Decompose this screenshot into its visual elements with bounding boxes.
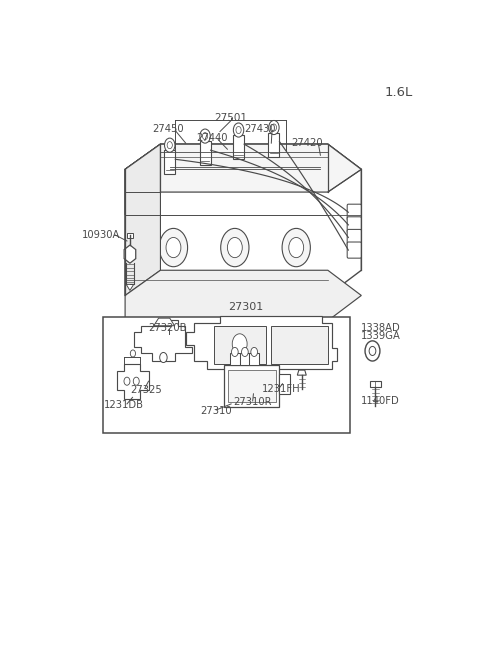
Text: 27310R: 27310R: [233, 398, 272, 407]
Polygon shape: [164, 150, 175, 174]
Polygon shape: [125, 144, 361, 295]
Circle shape: [269, 121, 279, 134]
Circle shape: [160, 352, 167, 363]
Polygon shape: [124, 245, 136, 263]
Circle shape: [241, 347, 248, 356]
Text: 1338AD: 1338AD: [360, 323, 400, 333]
Text: 27420: 27420: [291, 138, 323, 148]
Circle shape: [165, 138, 175, 152]
Polygon shape: [154, 318, 175, 326]
Polygon shape: [215, 326, 266, 364]
Text: 1339GA: 1339GA: [360, 331, 400, 341]
Circle shape: [251, 347, 258, 356]
Text: 27325: 27325: [130, 385, 162, 395]
Circle shape: [133, 377, 139, 385]
Text: 27310: 27310: [201, 407, 232, 417]
Polygon shape: [200, 141, 211, 165]
Circle shape: [233, 123, 244, 137]
Polygon shape: [117, 364, 149, 399]
Polygon shape: [370, 381, 381, 387]
Polygon shape: [125, 144, 160, 295]
Polygon shape: [125, 271, 361, 321]
Polygon shape: [240, 354, 250, 365]
Circle shape: [203, 132, 208, 140]
Polygon shape: [297, 370, 306, 375]
Polygon shape: [125, 144, 160, 215]
Circle shape: [365, 341, 380, 361]
Polygon shape: [228, 370, 276, 402]
Polygon shape: [127, 233, 133, 238]
Circle shape: [200, 129, 210, 143]
Text: 27430: 27430: [244, 124, 276, 134]
Polygon shape: [134, 320, 192, 361]
Circle shape: [289, 238, 304, 257]
Polygon shape: [279, 373, 290, 394]
Text: 1231FH: 1231FH: [262, 384, 300, 394]
Polygon shape: [249, 354, 259, 365]
Text: 10930A: 10930A: [82, 230, 120, 240]
Circle shape: [228, 238, 242, 257]
Text: 1140FD: 1140FD: [360, 396, 399, 406]
FancyBboxPatch shape: [347, 217, 361, 233]
Text: 27440: 27440: [196, 133, 228, 143]
Polygon shape: [125, 144, 361, 192]
Text: 1.6L: 1.6L: [384, 86, 413, 99]
Circle shape: [167, 141, 172, 149]
Circle shape: [369, 346, 376, 356]
Polygon shape: [268, 132, 279, 157]
Text: 27501: 27501: [215, 113, 248, 123]
Polygon shape: [186, 316, 337, 369]
Circle shape: [159, 229, 188, 267]
FancyBboxPatch shape: [347, 204, 361, 220]
Circle shape: [130, 350, 135, 357]
Text: 27301: 27301: [228, 301, 264, 312]
Circle shape: [166, 238, 181, 257]
FancyBboxPatch shape: [347, 229, 361, 246]
Polygon shape: [225, 365, 279, 407]
Circle shape: [236, 126, 241, 134]
Polygon shape: [233, 135, 244, 159]
Circle shape: [221, 229, 249, 267]
FancyBboxPatch shape: [347, 242, 361, 258]
Polygon shape: [125, 144, 361, 192]
Text: 1231DB: 1231DB: [104, 400, 144, 411]
Text: 27450: 27450: [152, 124, 184, 134]
Polygon shape: [126, 284, 133, 290]
FancyBboxPatch shape: [103, 316, 350, 433]
Circle shape: [282, 229, 311, 267]
Text: 27320B: 27320B: [148, 323, 187, 333]
Circle shape: [124, 377, 130, 385]
Circle shape: [271, 124, 276, 131]
Polygon shape: [271, 326, 328, 364]
Circle shape: [231, 347, 238, 356]
Polygon shape: [230, 354, 240, 365]
Circle shape: [232, 334, 247, 354]
